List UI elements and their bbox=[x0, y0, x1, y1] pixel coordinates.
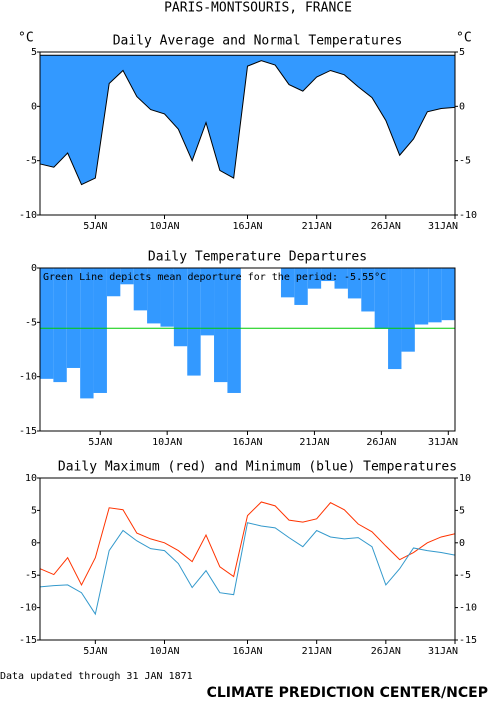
plot-frame bbox=[39, 477, 456, 641]
bar bbox=[294, 268, 308, 305]
x-tick-label: 10JAN bbox=[149, 646, 179, 657]
y-tick-label: 10 bbox=[25, 473, 37, 484]
y-tick-label: 5 bbox=[31, 47, 37, 58]
bar bbox=[173, 268, 188, 347]
y2-tick-label: -15 bbox=[459, 635, 477, 646]
bar bbox=[200, 268, 215, 336]
x-tick-label: 16JAN bbox=[232, 221, 262, 232]
bar bbox=[187, 268, 201, 376]
y-axis-label: °C bbox=[18, 31, 34, 46]
y2-tick-label: -5 bbox=[459, 156, 471, 167]
departure-area bbox=[40, 55, 455, 185]
bar bbox=[106, 268, 121, 297]
y-tick-label: -5 bbox=[25, 317, 37, 328]
bar bbox=[93, 268, 107, 393]
footer-note: Data updated through 31 JAN 1871 bbox=[0, 671, 193, 682]
x-tick-label: 16JAN bbox=[232, 646, 262, 657]
bar bbox=[280, 268, 295, 298]
page-title: PARIS-MONTSOURIS, FRANCE bbox=[164, 1, 352, 16]
x-tick-label: 21JAN bbox=[299, 437, 329, 448]
y-tick-label: -15 bbox=[19, 635, 37, 646]
bar bbox=[80, 268, 94, 399]
y2-tick-label: -10 bbox=[459, 603, 477, 614]
bar bbox=[160, 268, 174, 327]
x-tick-label: 31JAN bbox=[428, 221, 458, 232]
bar bbox=[147, 268, 161, 324]
y-tick-label: -5 bbox=[25, 156, 37, 167]
x-tick-label: 31JAN bbox=[428, 646, 458, 657]
y2-tick-label: 10 bbox=[459, 473, 471, 484]
x-tick-label: 5JAN bbox=[83, 646, 107, 657]
bar bbox=[414, 268, 429, 325]
y2-tick-label: 0 bbox=[459, 101, 465, 112]
chart-title: Daily Maximum (red) and Minimum (blue) T… bbox=[58, 460, 457, 475]
bar bbox=[307, 268, 322, 289]
bar bbox=[53, 268, 67, 383]
x-tick-label: 31JAN bbox=[428, 437, 458, 448]
y-tick-label: -10 bbox=[19, 603, 37, 614]
chart-title: Daily Average and Normal Temperatures bbox=[113, 34, 403, 49]
x-tick-label: 26JAN bbox=[371, 221, 401, 232]
x-tick-label: 5JAN bbox=[88, 437, 112, 448]
bar bbox=[120, 268, 134, 285]
series-line bbox=[39, 60, 456, 186]
bar bbox=[428, 268, 442, 323]
y2-tick-label: -10 bbox=[459, 210, 477, 221]
series-line bbox=[39, 522, 456, 616]
x-tick-label: 5JAN bbox=[83, 221, 107, 232]
x-tick-label: 10JAN bbox=[149, 221, 179, 232]
x-tick-label: 21JAN bbox=[302, 221, 332, 232]
y-tick-label: -10 bbox=[19, 372, 37, 383]
y2-tick-label: 0 bbox=[459, 538, 465, 549]
bar bbox=[40, 268, 54, 379]
bar bbox=[347, 268, 362, 299]
bar bbox=[227, 268, 241, 393]
bar bbox=[334, 268, 348, 289]
chart-title: Daily Temperature Departures bbox=[148, 250, 367, 265]
annotation: Green Line depicts mean deporture for th… bbox=[43, 272, 386, 283]
bar bbox=[133, 268, 148, 311]
y-tick-label: -10 bbox=[19, 210, 37, 221]
bar bbox=[214, 268, 228, 383]
bar bbox=[321, 268, 335, 282]
y2-tick-label: 5 bbox=[459, 505, 465, 516]
y-tick-label: -15 bbox=[19, 426, 37, 437]
bar bbox=[388, 268, 402, 370]
x-tick-label: 16JAN bbox=[232, 437, 262, 448]
footer-credit: CLIMATE PREDICTION CENTER/NCEP bbox=[207, 685, 488, 701]
bar bbox=[401, 268, 415, 352]
y2-axis-label: °C bbox=[456, 31, 472, 46]
y-tick-label: 0 bbox=[31, 263, 37, 274]
bar bbox=[441, 268, 455, 321]
x-tick-label: 26JAN bbox=[366, 437, 396, 448]
bar bbox=[66, 268, 81, 368]
y-tick-label: -5 bbox=[25, 570, 37, 581]
bar bbox=[361, 268, 375, 312]
y2-tick-label: -5 bbox=[459, 570, 471, 581]
series-line bbox=[39, 501, 456, 587]
bar bbox=[374, 268, 389, 329]
y-tick-label: 5 bbox=[31, 505, 37, 516]
x-tick-label: 10JAN bbox=[152, 437, 182, 448]
x-tick-label: 26JAN bbox=[371, 646, 401, 657]
y-tick-label: 0 bbox=[31, 538, 37, 549]
y2-tick-label: 5 bbox=[459, 47, 465, 58]
y-tick-label: 0 bbox=[31, 101, 37, 112]
x-tick-label: 21JAN bbox=[302, 646, 332, 657]
